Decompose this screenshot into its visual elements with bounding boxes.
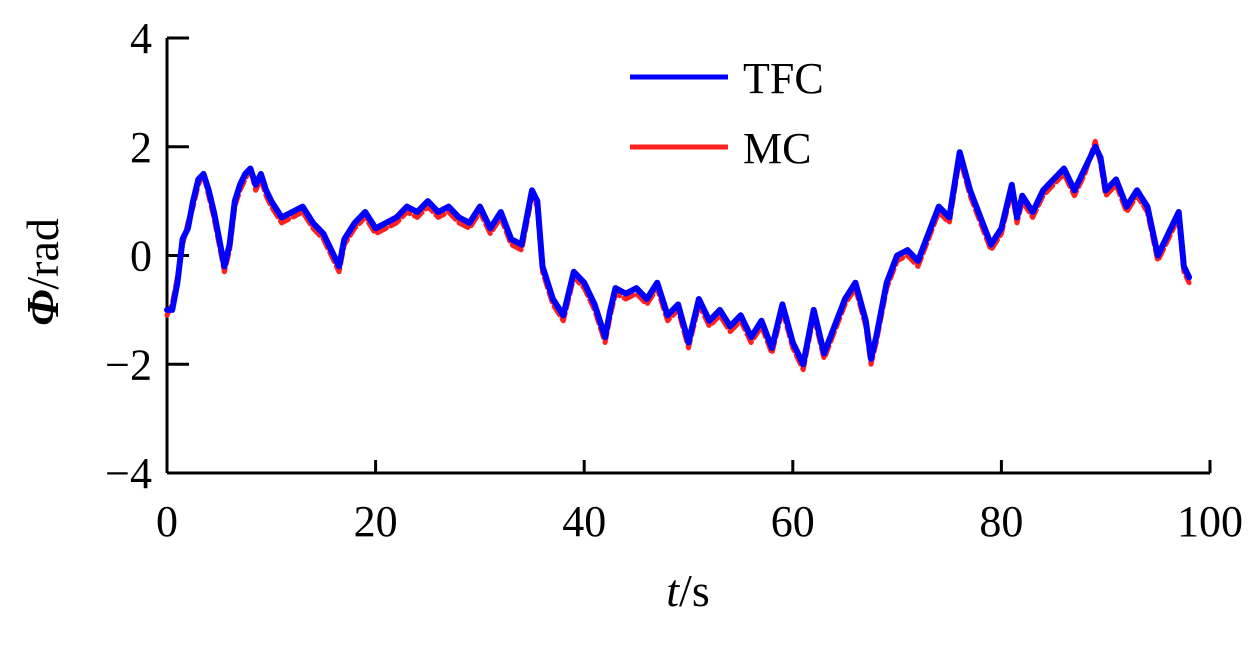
x-axis-slash: /: [679, 565, 692, 616]
y-axis-variable: Φ: [17, 290, 68, 326]
y-tick-label: 2: [130, 123, 152, 172]
series-layer: [164, 138, 1193, 373]
series-line-tfc: [164, 143, 1193, 368]
y-axis-unit: rad: [17, 218, 68, 277]
y-tick-label: 0: [130, 232, 152, 281]
x-axis-variable: t: [666, 565, 680, 616]
x-tick-label: 40: [562, 497, 606, 546]
legend-label-tfc: TFC: [743, 54, 824, 103]
axes: [165, 38, 1210, 475]
y-tick-label: −2: [105, 340, 152, 389]
y-axis-slash: /: [17, 277, 68, 290]
x-tick-label: 100: [1177, 497, 1243, 546]
x-tick-label: 0: [156, 497, 178, 546]
y-axis-title: Φ/rad: [17, 218, 68, 326]
x-axis-title: t/s: [666, 565, 709, 616]
x-tick-label: 80: [979, 497, 1023, 546]
x-axis-unit: s: [692, 565, 710, 616]
y-tick-label: 4: [130, 14, 152, 63]
series-line-mc: [164, 138, 1192, 373]
x-tick-label: 20: [354, 497, 398, 546]
x-tick-label: 60: [771, 497, 815, 546]
legend-label-mc: MC: [743, 124, 811, 173]
y-tick-label: −4: [105, 449, 152, 498]
legend: TFC MC: [630, 54, 824, 173]
